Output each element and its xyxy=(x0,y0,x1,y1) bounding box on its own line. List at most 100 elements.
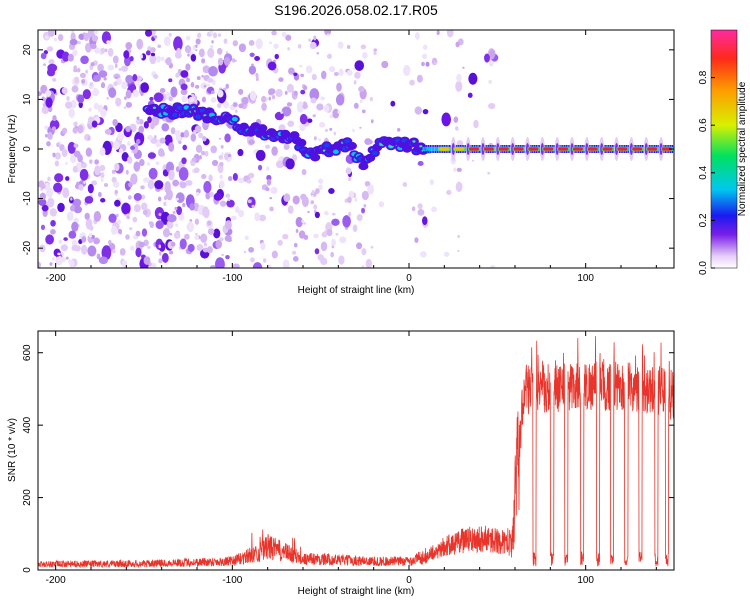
spectrogram-cell xyxy=(202,136,207,142)
spectrogram-cell xyxy=(270,186,278,195)
spectrogram-cell xyxy=(98,256,109,265)
spectrogram-cell xyxy=(370,119,374,124)
spectrogram-cell xyxy=(457,234,461,239)
spectrogram-cell xyxy=(509,147,511,151)
spectrogram-cell xyxy=(114,76,119,79)
spectrogram-cell xyxy=(195,114,202,120)
spectrogram-cell xyxy=(223,57,231,66)
spectrogram-cell xyxy=(148,167,158,180)
spectrogram-cell xyxy=(157,148,165,157)
snr-background xyxy=(38,331,674,570)
snr-y-tick-label: 600 xyxy=(22,344,33,361)
spectrogram-cell xyxy=(170,127,176,135)
colorbar-ticks: 0.0 0.2 0.4 0.6 0.8 xyxy=(698,70,715,275)
spectrogram-cell xyxy=(56,142,60,148)
spectrogram-cell xyxy=(300,89,306,95)
spectrogram-cell xyxy=(360,44,367,50)
spectrogram-cell xyxy=(121,65,129,72)
spectrogram-cell xyxy=(311,189,315,195)
spectrogram-y-tick-label: 0 xyxy=(22,146,33,152)
spectrogram-cell xyxy=(454,147,465,151)
spectrogram-cell xyxy=(433,147,435,151)
spectrogram-cell xyxy=(158,212,162,217)
spectrogram-cell xyxy=(331,238,336,246)
spectrogram-cell xyxy=(117,219,121,225)
spectrogram-cell xyxy=(210,97,217,103)
spectrogram-cell xyxy=(76,181,80,186)
spectrogram-cell xyxy=(181,95,188,103)
spectrogram-cell xyxy=(38,198,47,206)
spectrogram-cell xyxy=(157,196,162,202)
spectrogram-cell xyxy=(193,129,197,135)
spectrogram-cell xyxy=(44,35,49,40)
spectrogram-cell xyxy=(309,88,320,101)
spectrogram-cell xyxy=(38,180,45,188)
spectrogram-cell xyxy=(153,35,158,39)
spectrogram-cell xyxy=(365,258,372,268)
spectrogram-cell xyxy=(247,199,252,204)
spectrogram-cell xyxy=(163,229,167,233)
spectrogram-cell xyxy=(122,259,128,268)
spectrogram-cell xyxy=(431,147,433,151)
spectrogram-cell xyxy=(96,253,101,260)
spectrogram-cell xyxy=(483,147,494,151)
spectrogram-cell xyxy=(61,87,68,95)
snr-y-tick-label: 200 xyxy=(22,489,33,506)
spectrogram-cell xyxy=(85,147,93,157)
spectrogram-cell xyxy=(254,56,261,61)
spectrogram-cell xyxy=(194,235,200,241)
spectrogram-cell xyxy=(238,103,244,109)
spectrogram-cell xyxy=(338,68,344,77)
spectrogram-x-axis-label: Height of straight line (km) xyxy=(298,285,415,296)
spectrogram-cell xyxy=(68,230,77,239)
spectrogram-cell xyxy=(354,197,358,202)
spectrogram-cell xyxy=(124,96,127,101)
spectrogram-cell xyxy=(133,192,142,201)
spectrogram-cell xyxy=(45,97,53,108)
spectrogram-cell xyxy=(335,232,339,236)
spectrogram-cell xyxy=(209,191,214,198)
spectrogram-cell xyxy=(280,111,284,114)
spectrogram-cell xyxy=(69,38,78,46)
spectrogram-frame xyxy=(37,29,675,269)
spectrogram-cell xyxy=(232,173,238,181)
spectrogram-cell xyxy=(111,225,118,235)
spectrogram-cell xyxy=(108,213,117,224)
spectrogram-cell xyxy=(252,262,263,268)
spectrogram-cell xyxy=(293,72,298,77)
spectrogram-cell xyxy=(346,69,353,76)
colorbar-tick-label: 0.0 xyxy=(698,261,709,275)
spectrogram-cell xyxy=(227,153,232,158)
spectrogram-cell xyxy=(213,228,221,239)
spectrogram-cell xyxy=(49,262,53,266)
spectrogram-cell xyxy=(260,242,266,251)
spectrogram-cell xyxy=(180,132,185,138)
spectrogram-cell xyxy=(112,55,119,64)
spectrogram-cell xyxy=(139,158,145,167)
spectrogram-cell xyxy=(47,63,58,73)
spectrogram-cell xyxy=(215,239,223,249)
spectrogram-cell xyxy=(346,141,357,150)
spectrogram-cell xyxy=(150,52,156,57)
spectrogram-cell xyxy=(216,47,223,55)
spectrogram-cell xyxy=(78,33,85,40)
spectrogram-cell xyxy=(543,147,554,151)
spectrogram-cell xyxy=(348,177,352,182)
spectrogram-cell xyxy=(196,243,204,251)
spectrogram-cell xyxy=(207,228,215,235)
spectrogram-cell xyxy=(220,200,227,207)
spectrogram-cell xyxy=(207,220,212,226)
spectrogram-cell xyxy=(232,40,239,47)
spectrogram-cell xyxy=(94,47,101,54)
spectrogram-y-tick-label: -10 xyxy=(22,191,33,206)
spectrogram-cell xyxy=(203,85,207,88)
spectrogram-cell xyxy=(424,147,426,151)
spectrogram-cell xyxy=(127,156,133,164)
spectrogram-cell xyxy=(587,147,598,151)
spectrogram-cell xyxy=(66,211,74,222)
spectrogram-cell xyxy=(123,50,130,59)
spectrogram-cell xyxy=(305,65,313,74)
spectrogram-cell xyxy=(130,173,138,185)
spectrogram-cell xyxy=(135,247,142,258)
spectrogram-cell xyxy=(422,147,424,151)
